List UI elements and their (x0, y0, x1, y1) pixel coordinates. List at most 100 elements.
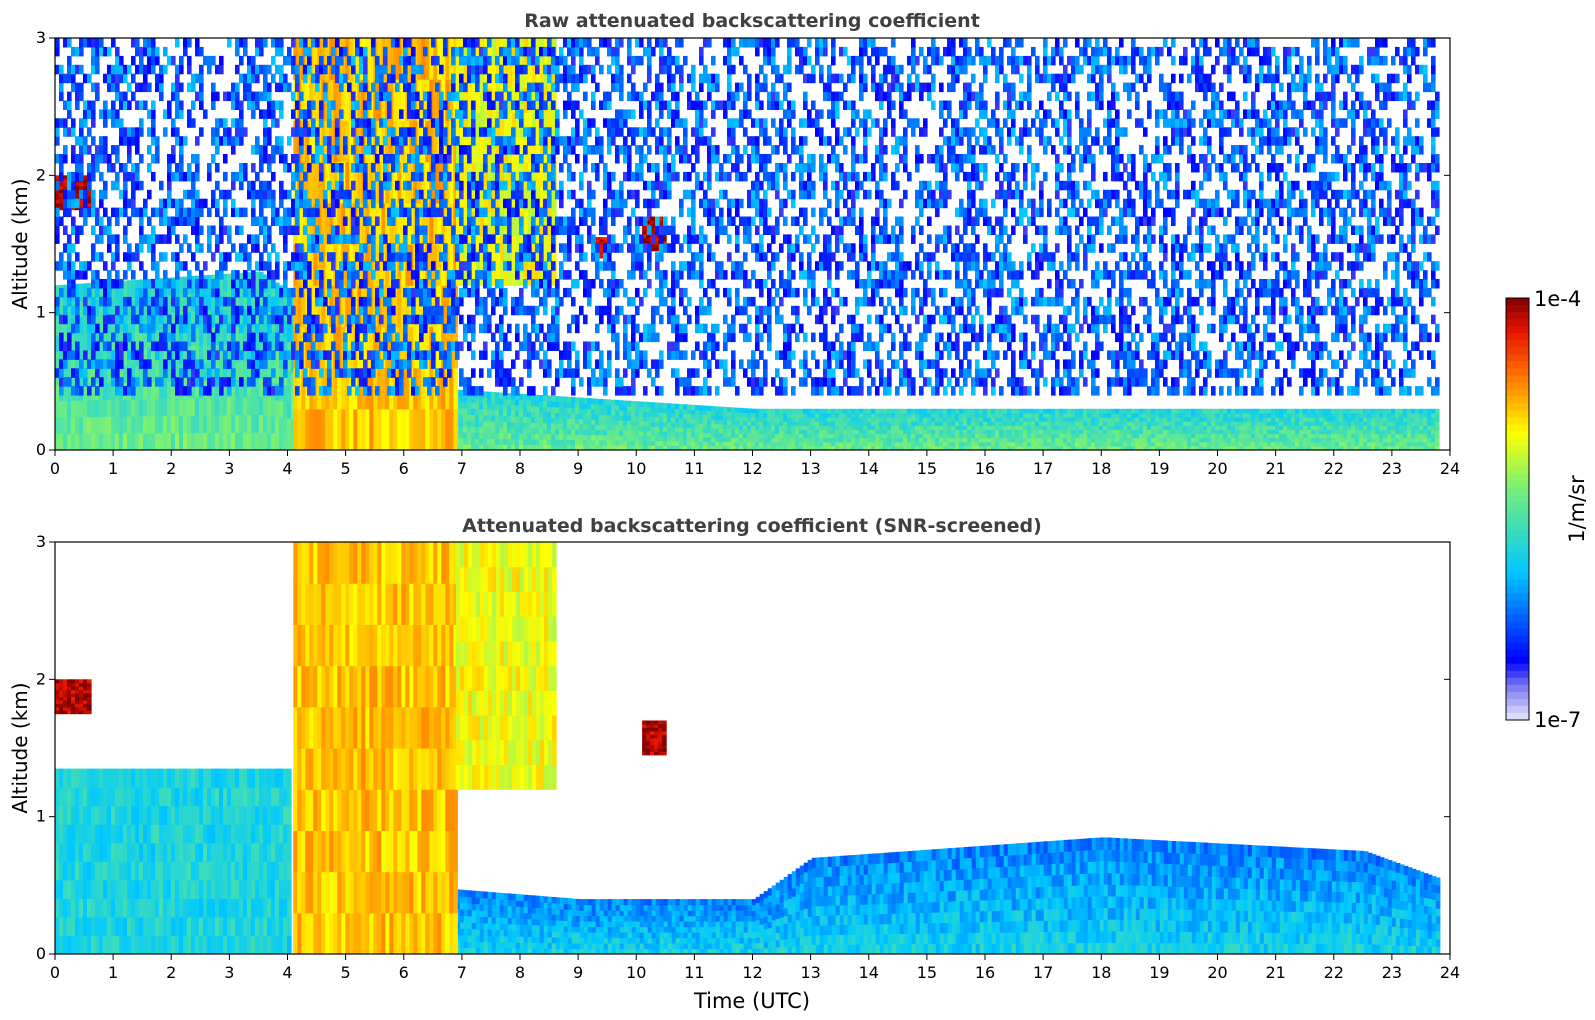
heatmap-cell (1323, 408, 1328, 414)
heatmap-cell (635, 440, 640, 446)
heatmap-cell (83, 305, 88, 316)
heatmap-cell (67, 416, 72, 435)
heatmap-cell (535, 416, 540, 423)
heatmap-cell (83, 182, 88, 187)
heatmap-cell (507, 398, 512, 405)
heatmap-cell (167, 225, 172, 235)
heatmap-cell (883, 445, 888, 450)
heatmap-cell (1383, 429, 1388, 435)
heatmap-cell (731, 428, 736, 434)
heatmap-cell (1231, 429, 1236, 435)
heatmap-cell (1087, 412, 1092, 418)
heatmap-cell (1379, 408, 1384, 414)
heatmap-cell (449, 161, 454, 204)
heatmap-cell (1231, 412, 1236, 418)
heatmap-cell (1047, 408, 1052, 414)
heatmap-cell (755, 421, 760, 426)
heatmap-cell (131, 180, 136, 191)
heatmap-cell (1271, 445, 1276, 450)
heatmap-cell (1383, 408, 1388, 414)
heatmap-cell (528, 62, 533, 88)
heatmap-cell (1183, 441, 1188, 447)
heatmap-cell (1223, 425, 1228, 430)
heatmap-cell (1411, 421, 1416, 426)
heatmap-cell (67, 341, 72, 351)
heatmap-cell (231, 414, 236, 433)
heatmap-cell (867, 437, 872, 443)
heatmap-cell (1047, 437, 1052, 443)
heatmap-cell (695, 423, 700, 429)
heatmap-cell (959, 425, 964, 430)
heatmap-cell (119, 127, 124, 137)
heatmap-cell (650, 247, 655, 252)
heatmap-cell (1227, 437, 1232, 443)
heatmap-cell (807, 408, 812, 414)
heatmap-cell (539, 422, 544, 429)
heatmap-cell (947, 417, 952, 422)
heatmap-cell (243, 414, 248, 433)
heatmap-cell (1419, 441, 1424, 447)
heatmap-cell (935, 433, 940, 439)
heatmap-cell (931, 425, 936, 430)
heatmap-cell (507, 410, 512, 417)
heatmap-cell (471, 432, 476, 439)
heatmap-cell (103, 73, 108, 84)
heatmap-cell (463, 396, 468, 403)
heatmap-cell (1327, 421, 1332, 426)
heatmap-cell (519, 433, 524, 440)
heatmap-cell (131, 38, 136, 48)
heatmap-cell (515, 427, 520, 434)
heatmap-cell (847, 421, 852, 426)
heatmap-cell (59, 332, 64, 343)
heatmap-cell (91, 118, 96, 128)
heatmap-cell (719, 411, 724, 416)
heatmap-cell (179, 207, 184, 218)
heatmap-cell (215, 432, 220, 450)
heatmap-cell (83, 118, 88, 128)
heatmap-cell (1147, 445, 1152, 450)
heatmap-cell (1279, 433, 1284, 439)
heatmap-cell (747, 429, 752, 434)
heatmap-cell (1171, 429, 1176, 435)
heatmap-cell (167, 216, 172, 226)
heatmap-cell (183, 189, 188, 200)
heatmap-cell (1035, 429, 1040, 435)
heatmap-cell (1259, 445, 1264, 450)
heatmap-cell (83, 109, 88, 119)
heatmap-cell (275, 282, 280, 300)
heatmap-cell (159, 381, 164, 400)
heatmap-cell (203, 397, 208, 416)
heatmap-cell (795, 429, 800, 435)
heatmap-cell (587, 434, 592, 441)
heatmap-cell (663, 440, 668, 446)
heatmap-cell (715, 432, 720, 438)
heatmap-cell (1203, 412, 1208, 418)
heatmap-cell (103, 296, 108, 307)
heatmap-cell (1355, 417, 1360, 422)
heatmap-cell (1239, 445, 1244, 450)
heatmap-cell (259, 396, 264, 415)
heatmap-cell (1167, 441, 1172, 447)
heatmap-cell (147, 189, 152, 200)
heatmap-cell (491, 432, 496, 439)
heatmap-cell (1419, 445, 1424, 450)
heatmap-cell (139, 243, 144, 253)
heatmap-cell (381, 367, 386, 410)
heatmap-cell (115, 331, 120, 350)
heatmap-cell (943, 437, 948, 443)
heatmap-cell (79, 46, 84, 57)
heatmap-cell (1167, 445, 1172, 450)
heatmap-cell (891, 412, 896, 418)
heatmap-cell (687, 436, 692, 442)
heatmap-cell (79, 433, 84, 450)
heatmap-cell (437, 161, 442, 204)
heatmap-cell (815, 441, 820, 447)
heatmap-cell (151, 234, 156, 244)
heatmap-cell (691, 441, 696, 447)
heatmap-cell (855, 408, 860, 414)
heatmap-cell (651, 445, 656, 450)
heatmap-cell (979, 433, 984, 439)
heatmap-cell (1427, 417, 1432, 422)
heatmap-cell (67, 207, 72, 218)
heatmap-cell (739, 420, 744, 426)
